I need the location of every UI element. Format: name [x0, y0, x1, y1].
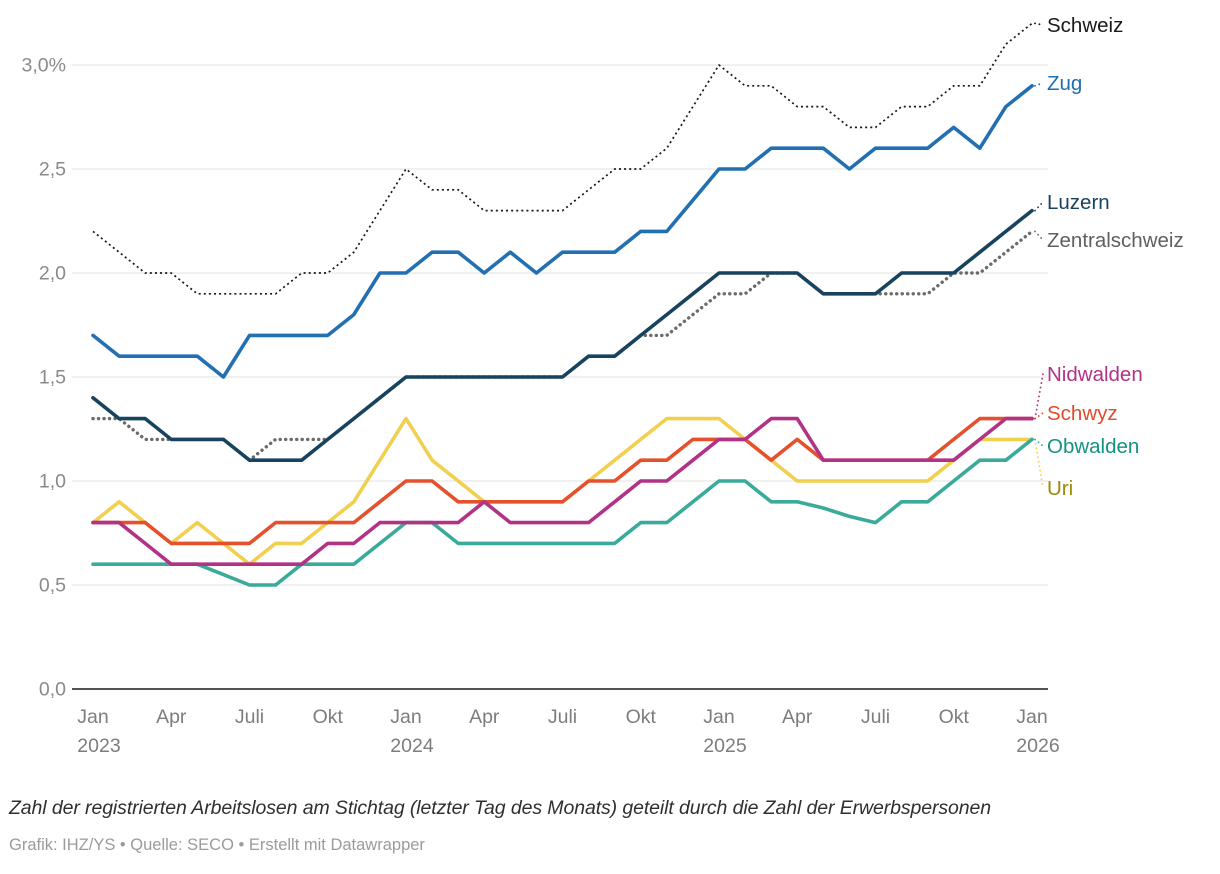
y-tick-label: 2,0 [39, 263, 66, 285]
series-line-nidwalden [91, 416, 1034, 566]
y-tick-label: 0,5 [39, 575, 66, 597]
series-line-obwalden [91, 437, 1034, 587]
x-tick-label: Okt [939, 706, 970, 728]
x-tick-label: Apr [156, 706, 187, 728]
series-label-schweiz: Schweiz [1047, 14, 1123, 37]
x-tick-label: Okt [313, 706, 344, 728]
label-leader-luzern [1034, 201, 1044, 212]
x-tick-label: Juli [235, 706, 264, 728]
x-tick-label: Jan [703, 706, 734, 728]
y-tick-label: 1,5 [39, 367, 66, 389]
series-line-schweiz [92, 22, 1033, 295]
series-line-zug [91, 84, 1034, 379]
x-tick-label: Apr [782, 706, 813, 728]
x-tick-label: Apr [469, 706, 500, 728]
series-label-luzern: Luzern [1047, 191, 1110, 214]
series-line-zentralschweiz [91, 229, 1034, 462]
x-tick-label: Jan [390, 706, 421, 728]
x-tick-year-label: 2024 [390, 735, 434, 757]
label-leader-uri [1034, 438, 1044, 489]
chart-canvas: 3,0% 2,5 2,0 1,5 1,0 0,5 0,0 Jan 2023 Apr Juli Okt J… [22, 14, 1184, 757]
x-tick-year-label: 2025 [703, 735, 747, 757]
x-tick-label: Juli [861, 706, 890, 728]
label-leader-zug [1034, 82, 1044, 87]
label-leader-schweiz [1034, 22, 1044, 26]
y-tick-label: 2,5 [39, 159, 66, 181]
series-label-uri: Uri [1047, 477, 1073, 500]
y-tick-label: 3,0% [22, 55, 66, 77]
series-label-schwyz: Schwyz [1047, 402, 1118, 425]
x-tick-year-label: 2026 [1016, 735, 1059, 757]
series-label-nidwalden: Nidwalden [1047, 363, 1143, 386]
chart-footer: Grafik: IHZ/YS • Quelle: SECO • Erstellt… [9, 836, 425, 854]
label-leader-obwalden [1034, 438, 1044, 447]
label-leader-nidwalden [1034, 373, 1044, 420]
x-tick-label: Okt [626, 706, 657, 728]
x-tick-year-label: 2023 [77, 735, 120, 757]
x-tick-label: Jan [77, 706, 108, 728]
y-tick-label: 0,0 [39, 679, 66, 701]
chart-caption: Zahl der registrierten Arbeitslosen am S… [9, 797, 992, 819]
series-label-zentralschweiz: Zentralschweiz [1047, 229, 1184, 252]
x-tick-label: Juli [548, 706, 577, 728]
series-label-zug: Zug [1047, 72, 1082, 95]
series-line-luzern [91, 208, 1034, 462]
label-leader-schwyz [1034, 412, 1044, 420]
y-tick-label: 1,0 [39, 471, 66, 493]
unemployment-line-chart: 3,0% 2,5 2,0 1,5 1,0 0,5 0,0 Jan 2023 Apr Juli Okt J… [22, 14, 1184, 757]
label-leader-zentralschweiz [1034, 230, 1044, 241]
x-tick-label: Jan [1016, 706, 1047, 728]
series-label-obwalden: Obwalden [1047, 435, 1139, 458]
